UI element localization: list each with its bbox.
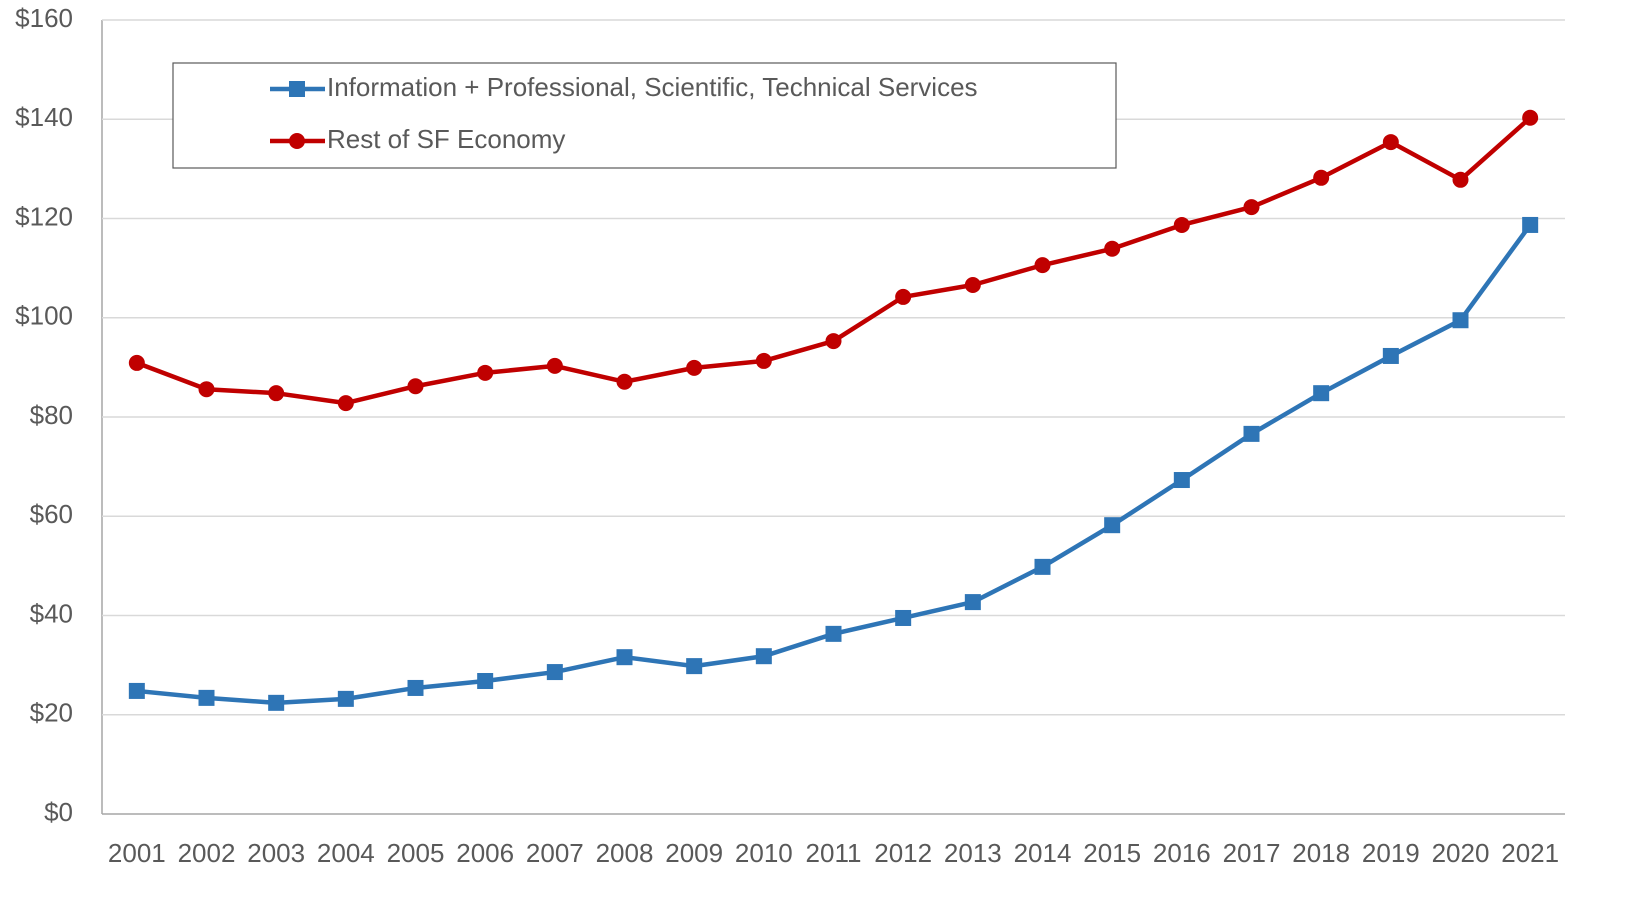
x-tick-label: 2002 xyxy=(178,838,236,868)
marker xyxy=(616,649,633,666)
y-tick-label: $0 xyxy=(44,797,73,827)
x-tick-label: 2006 xyxy=(456,838,514,868)
marker xyxy=(198,381,215,398)
x-tick-label: 2014 xyxy=(1014,838,1072,868)
marker xyxy=(337,395,354,412)
legend-marker xyxy=(289,81,305,97)
y-tick-label: $160 xyxy=(15,3,73,33)
marker xyxy=(268,694,285,711)
marker xyxy=(964,276,981,293)
x-tick-label: 2016 xyxy=(1153,838,1211,868)
marker xyxy=(1104,240,1121,257)
marker xyxy=(964,594,981,611)
legend-box xyxy=(172,62,1117,169)
marker xyxy=(616,373,633,390)
marker xyxy=(686,658,703,675)
y-tick-label: $60 xyxy=(30,499,73,529)
x-tick-label: 2012 xyxy=(874,838,932,868)
marker xyxy=(755,648,772,665)
marker xyxy=(895,609,912,626)
marker xyxy=(1382,347,1399,364)
marker xyxy=(268,385,285,402)
marker xyxy=(407,679,424,696)
x-tick-label: 2013 xyxy=(944,838,1002,868)
marker xyxy=(1522,216,1539,233)
x-tick-label: 2015 xyxy=(1083,838,1141,868)
marker xyxy=(1452,312,1469,329)
marker xyxy=(337,690,354,707)
marker xyxy=(825,333,842,350)
x-tick-label: 2011 xyxy=(806,838,862,868)
y-tick-label: $80 xyxy=(30,400,73,430)
marker xyxy=(1452,171,1469,188)
x-tick-label: 2007 xyxy=(526,838,584,868)
y-tick-label: $100 xyxy=(15,301,73,331)
marker xyxy=(1522,109,1539,126)
marker xyxy=(1034,558,1051,575)
x-tick-label: 2017 xyxy=(1223,838,1281,868)
marker xyxy=(1104,517,1121,534)
y-tick-label: $40 xyxy=(30,598,73,628)
marker xyxy=(755,352,772,369)
y-tick-label: $20 xyxy=(30,698,73,728)
x-tick-label: 2003 xyxy=(247,838,305,868)
marker xyxy=(1034,257,1051,274)
marker xyxy=(128,354,145,371)
marker xyxy=(128,682,145,699)
marker xyxy=(546,664,563,681)
x-tick-label: 2019 xyxy=(1362,838,1420,868)
x-tick-label: 2001 xyxy=(108,838,166,868)
x-tick-label: 2004 xyxy=(317,838,375,868)
legend-label: Information + Professional, Scientific, … xyxy=(327,72,978,102)
marker xyxy=(1173,472,1190,489)
marker xyxy=(825,625,842,642)
marker xyxy=(1313,169,1330,186)
legend-marker xyxy=(289,133,305,149)
x-tick-label: 2020 xyxy=(1432,838,1490,868)
x-tick-label: 2021 xyxy=(1501,838,1559,868)
marker xyxy=(198,689,215,706)
marker xyxy=(1382,134,1399,151)
marker xyxy=(546,357,563,374)
x-tick-label: 2009 xyxy=(665,838,723,868)
marker xyxy=(686,359,703,376)
x-tick-label: 2008 xyxy=(596,838,654,868)
marker xyxy=(1243,425,1260,442)
marker xyxy=(895,288,912,305)
x-tick-label: 2018 xyxy=(1292,838,1350,868)
x-tick-label: 2010 xyxy=(735,838,793,868)
x-tick-label: 2005 xyxy=(387,838,445,868)
marker xyxy=(477,364,494,381)
y-tick-label: $140 xyxy=(15,102,73,132)
marker xyxy=(1313,385,1330,402)
y-tick-label: $120 xyxy=(15,201,73,231)
marker xyxy=(1173,216,1190,233)
legend-label: Rest of SF Economy xyxy=(327,124,565,154)
marker xyxy=(477,673,494,690)
marker xyxy=(1243,199,1260,216)
marker xyxy=(407,378,424,395)
